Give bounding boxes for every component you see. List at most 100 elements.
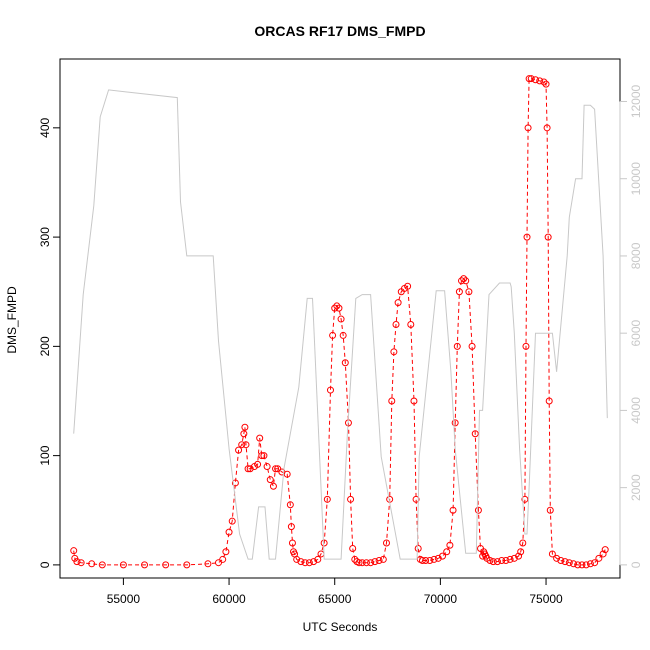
x-tick-label: 60000 (212, 592, 246, 606)
series-0-point (525, 75, 533, 83)
series-0-point (451, 419, 459, 427)
series-0-point (531, 76, 539, 84)
series-0-point (510, 554, 518, 562)
series-0-point (527, 75, 535, 83)
series-0-point (310, 558, 318, 566)
y2-tick-label: 12000 (629, 84, 643, 118)
series-0-point (565, 559, 573, 567)
series-0-point (238, 441, 246, 449)
series-0-point (235, 446, 243, 454)
series-0-point (266, 476, 274, 484)
series-0-point (486, 557, 494, 565)
series-0-point (314, 555, 322, 563)
series-0-point (329, 331, 337, 339)
series-0-point (301, 559, 309, 567)
series-0-point (519, 539, 527, 547)
series-1-line (73, 89, 608, 560)
y2-tick-label: 0 (629, 561, 643, 568)
series-0-point (443, 548, 451, 556)
series-0-point (430, 555, 438, 563)
series-0-point (77, 559, 85, 567)
series-0-point (263, 463, 271, 471)
series-0-point (434, 554, 442, 562)
series-0-point (254, 460, 262, 468)
series-0-point (438, 552, 446, 560)
series-0-point (326, 386, 334, 394)
series-0-point (355, 559, 363, 567)
series-0-point (493, 558, 501, 566)
plot-frame (59, 58, 621, 579)
series-0-point (204, 560, 212, 568)
series-0-point (449, 506, 457, 514)
series-0-point (225, 528, 233, 536)
series-0-point (418, 557, 426, 565)
series-0-point (474, 506, 482, 514)
y2-tick-label: 8000 (629, 242, 643, 269)
series-0-point (228, 517, 236, 525)
series-0-point (305, 559, 313, 567)
series-0-point (70, 547, 78, 555)
series-0-point (141, 561, 149, 569)
series-0-point (561, 558, 569, 566)
series-0-point (455, 288, 463, 296)
series-0-point (371, 558, 379, 566)
y2-tick-label: 6000 (629, 320, 643, 347)
series-0-point (231, 479, 239, 487)
series-0-point (339, 331, 347, 339)
series-0-line (73, 78, 606, 566)
series-0-point (489, 558, 497, 566)
series-0-point (544, 233, 552, 241)
series-0-point (582, 561, 590, 569)
y-tick-label: 0 (38, 561, 52, 568)
series-0-point (410, 397, 418, 405)
series-0-point (578, 561, 586, 569)
series-0-point (522, 342, 530, 350)
series-0-point (379, 555, 387, 563)
series-0-point (272, 465, 280, 473)
series-0-point (540, 78, 548, 86)
chart-title: ORCAS RF17 DMS_FMPD (254, 23, 425, 39)
x-tick-label: 75000 (529, 592, 563, 606)
left-axis: 0 100 200 300 400 (38, 118, 61, 568)
series-0-point (574, 561, 582, 569)
series-0-point (288, 539, 296, 547)
series-0-point (407, 321, 415, 329)
series-0-point (523, 233, 531, 241)
series-0-point (341, 359, 349, 367)
series-0-point (591, 559, 599, 567)
right-axis: 0 2000 4000 6000 8000 10000 12000 (619, 84, 643, 568)
series-0-point (479, 552, 487, 560)
series-0-point (412, 495, 420, 503)
series-0-point (521, 495, 529, 503)
series-0-point (323, 495, 331, 503)
series-0-point (183, 561, 191, 569)
series-0-point (297, 558, 305, 566)
y2-tick-label: 2000 (629, 474, 643, 501)
series-0-point (517, 548, 525, 556)
series-0-point (333, 302, 341, 310)
series-0-point (506, 555, 514, 563)
series-0-point (214, 559, 222, 567)
x-tick-label: 55000 (107, 592, 141, 606)
series-0-point (293, 555, 301, 563)
series-group (70, 75, 609, 569)
series-0-point (335, 304, 343, 312)
series-0-point (498, 557, 506, 565)
series-0-point (269, 482, 277, 490)
series-0-point (260, 452, 268, 460)
x-axis-label: UTC Seconds (303, 620, 378, 634)
series-0-point (394, 299, 402, 307)
series-0-point (258, 452, 266, 460)
series-0-point (462, 277, 470, 285)
series-0-point (515, 552, 523, 560)
series-0-point (599, 550, 607, 558)
series-0-point (446, 541, 454, 549)
series-0-point (586, 560, 594, 568)
series-0-point (453, 342, 461, 350)
x-tick-label: 65000 (318, 592, 352, 606)
series-0-point (256, 434, 264, 442)
plot-area (59, 58, 621, 579)
y-tick-label: 100 (38, 445, 52, 465)
series-0-point (545, 397, 553, 405)
series-0-point (222, 548, 230, 556)
